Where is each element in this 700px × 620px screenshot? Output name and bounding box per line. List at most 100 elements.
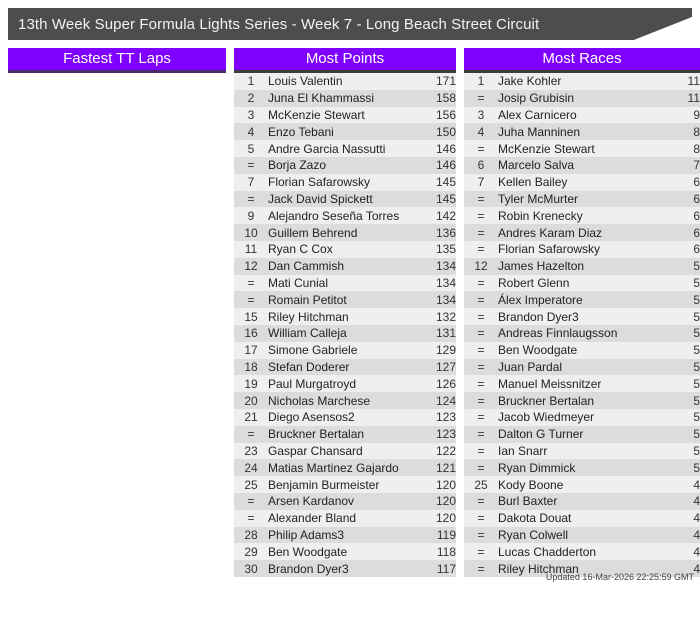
table-row: = Andreas Finnlaugsson 5 [464, 324, 700, 342]
table-row: 16 William Calleja 131 [234, 324, 456, 342]
row-position: 7 [247, 175, 255, 190]
row-position: = [247, 191, 255, 206]
table-row: 1 Jake Kohler 11 [464, 73, 700, 90]
table-row: 11 Ryan C Cox 135 [234, 240, 456, 258]
row-value: 134 [435, 259, 456, 274]
row-position: 3 [477, 107, 485, 122]
panel-most-points: Most Points 1 Louis Valentin 171 2 Juna El K… [234, 48, 456, 577]
table-body-most-points: 1 Louis Valentin 171 2 Juna El Khammassi 158 3… [234, 73, 456, 577]
table-body-most-races: 1 Jake Kohler 11 = Josip Grubisin 11 3 Alex Car… [464, 73, 700, 577]
row-position: = [477, 460, 485, 475]
row-position: 30 [244, 561, 258, 576]
row-driver-name: Diego Asensos2 [268, 410, 355, 425]
row-driver-name: Guillem Behrend [268, 225, 358, 240]
row-driver-name: Simone Gabriele [268, 343, 358, 358]
row-value: 127 [435, 359, 456, 374]
row-value: 5 [693, 427, 700, 442]
row-driver-name: Arsen Kardanov [268, 494, 355, 509]
row-value: 123 [435, 410, 456, 425]
table-row: 7 Florian Safarowsky 145 [234, 173, 456, 191]
row-driver-name: Alexander Bland [268, 511, 357, 526]
table-row: = Robin Krenecky 6 [464, 207, 700, 225]
row-driver-name: Louis Valentin [268, 74, 343, 89]
row-driver-name: Alex Carnicero [498, 107, 577, 122]
table-row: = Robert Glenn 5 [464, 274, 700, 292]
table-row: 20 Nicholas Marchese 124 [234, 392, 456, 409]
row-position: = [477, 91, 485, 106]
table-row: 12 James Hazelton 5 [464, 257, 700, 275]
page-banner: 13th Week Super Formula Lights Series - … [8, 8, 692, 40]
row-position: = [477, 544, 485, 559]
row-driver-name: Borja Zazo [268, 158, 327, 173]
row-position: 9 [247, 208, 255, 223]
table-row: = Dakota Douat 4 [464, 509, 700, 527]
panel-fastest-tt-laps: Fastest TT Laps [8, 48, 226, 73]
row-value: 134 [435, 275, 456, 290]
row-position: 25 [244, 477, 258, 492]
row-driver-name: Juan Pardal [498, 359, 563, 374]
row-driver-name: Dan Cammish [268, 259, 345, 274]
row-position: 3 [247, 107, 255, 122]
row-position: = [477, 275, 485, 290]
row-driver-name: Dalton G Turner [498, 427, 584, 442]
row-driver-name: Jacob Wiedmeyer [498, 410, 595, 425]
row-value: 5 [693, 376, 700, 391]
table-row: = Florian Safarowsky 6 [464, 240, 700, 258]
row-position: 29 [244, 544, 258, 559]
row-value: 9 [693, 107, 700, 122]
row-value: 4 [693, 527, 700, 542]
row-value: 5 [693, 393, 700, 408]
table-row: = Riley Hitchman 4 [464, 560, 700, 577]
table-most-points: 1 Louis Valentin 171 2 Juna El Khammassi 158 3… [234, 73, 456, 577]
row-driver-name: Tyler McMurter [498, 191, 579, 206]
table-most-races: 1 Jake Kohler 11 = Josip Grubisin 11 3 Alex Car… [464, 73, 700, 577]
table-row: 4 Juha Manninen 8 [464, 123, 700, 141]
table-row: = Ian Snarr 5 [464, 442, 700, 460]
table-row: 2 Juna El Khammassi 158 [234, 89, 456, 107]
row-value: 131 [435, 326, 456, 341]
row-value: 4 [693, 494, 700, 509]
row-position: 1 [247, 74, 255, 89]
row-value: 4 [693, 477, 700, 492]
table-row: 7 Kellen Bailey 6 [464, 173, 700, 191]
row-value: 158 [435, 91, 456, 106]
table-row: 3 Alex Carnicero 9 [464, 106, 700, 124]
table-row: 25 Benjamin Burmeister 120 [234, 476, 456, 493]
row-value: 150 [435, 124, 456, 139]
table-row: 17 Simone Gabriele 129 [234, 341, 456, 359]
table-row: 19 Paul Murgatroyd 126 [234, 375, 456, 393]
row-driver-name: Ryan Dimmick [498, 460, 576, 475]
row-position: 21 [244, 410, 258, 425]
row-value: 5 [693, 460, 700, 475]
row-driver-name: Lucas Chadderton [498, 544, 597, 559]
row-position: = [477, 292, 485, 307]
row-position: = [477, 427, 485, 442]
row-driver-name: Riley Hitchman [498, 561, 579, 576]
row-value: 5 [693, 292, 700, 307]
row-value: 6 [693, 175, 700, 190]
table-row: = Ryan Colwell 4 [464, 526, 700, 544]
table-row: 24 Matias Martinez Gajardo 121 [234, 459, 456, 477]
table-row: 9 Alejandro Seseña Torres 142 [234, 207, 456, 225]
row-value: 5 [693, 410, 700, 425]
row-position: 10 [244, 225, 258, 240]
row-position: 6 [477, 158, 485, 173]
row-driver-name: Riley Hitchman [268, 309, 349, 324]
row-driver-name: Robert Glenn [498, 275, 570, 290]
row-value: 145 [435, 175, 456, 190]
panel-heading-fastest-tt-laps: Fastest TT Laps [8, 48, 226, 73]
row-driver-name: Juha Manninen [498, 124, 581, 139]
row-position: = [477, 242, 485, 257]
row-position: = [477, 208, 485, 223]
row-position: = [477, 376, 485, 391]
row-value: 126 [435, 376, 456, 391]
row-driver-name: Ian Snarr [498, 443, 548, 458]
row-value: 5 [693, 309, 700, 324]
table-row: 4 Enzo Tebani 150 [234, 123, 456, 141]
row-position: = [477, 443, 485, 458]
row-driver-name: Florian Safarowsky [498, 242, 601, 257]
table-row: 10 Guillem Behrend 136 [234, 224, 456, 241]
panel-body-most-points: 1 Louis Valentin 171 2 Juna El Khammassi 158 3… [234, 73, 456, 577]
panel-body-most-races: 1 Jake Kohler 11 = Josip Grubisin 11 3 Alex Car… [464, 73, 700, 577]
row-position: = [477, 309, 485, 324]
